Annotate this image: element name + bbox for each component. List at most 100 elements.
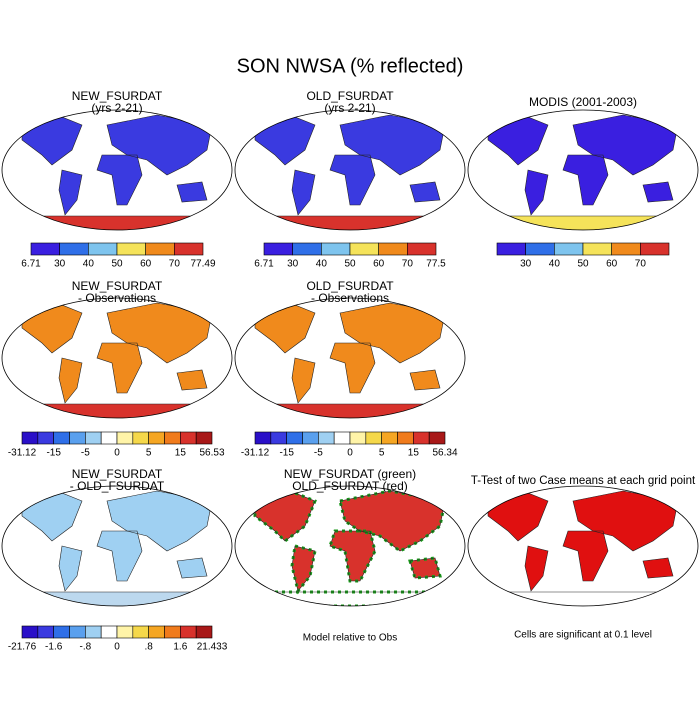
panel-title: (yrs 2-21) — [91, 101, 142, 115]
map-land — [5, 114, 229, 230]
map — [234, 109, 466, 231]
colorbar-box — [85, 625, 102, 639]
colorbar-label: 50 — [111, 259, 123, 270]
colorbar-box — [145, 242, 175, 256]
colorbar-label: 6.71 — [254, 259, 274, 270]
panel-title: MODIS (2001-2003) — [529, 95, 637, 109]
colorbar-label: 30 — [287, 259, 299, 270]
colorbar-label: 40 — [316, 259, 328, 270]
map — [467, 109, 699, 231]
panel-title: (yrs 2-21) — [324, 101, 375, 115]
polar-band — [5, 404, 229, 418]
map-land — [238, 489, 462, 606]
map-land — [238, 302, 462, 418]
colorbar-label: .8 — [144, 642, 153, 653]
colorbar-label: -1.6 — [45, 642, 63, 653]
colorbar-label: -5 — [81, 448, 90, 459]
map-land — [471, 114, 695, 230]
colorbar-label: 15 — [408, 448, 420, 459]
colorbar-box — [254, 431, 272, 445]
map — [234, 485, 466, 607]
colorbar-box — [381, 431, 398, 445]
colorbar-box — [270, 431, 287, 445]
colorbar-box — [263, 242, 293, 256]
colorbar-box — [611, 242, 641, 256]
colorbar-box — [21, 431, 39, 445]
colorbar-box — [365, 431, 382, 445]
panel-title: T-Test of two Case means at each grid po… — [471, 475, 696, 487]
panel-title: OLD_FSURDAT — [306, 279, 394, 293]
map — [1, 109, 233, 231]
colorbar-box — [321, 242, 351, 256]
colorbar-box — [116, 431, 134, 445]
colorbar-label: 5 — [146, 448, 152, 459]
map-border — [467, 485, 699, 607]
panel-title: OLD_FSURDAT — [306, 89, 394, 103]
colorbar-label: 6.71 — [21, 259, 41, 270]
colorbar-label: 40 — [549, 259, 561, 270]
colorbar-label: -21.76 — [8, 642, 37, 653]
polar-band — [238, 404, 462, 418]
panel-title: NEW_FSURDAT (green) — [284, 467, 416, 481]
map — [467, 485, 699, 607]
colorbar-label: 70 — [169, 259, 181, 270]
colorbar-label: 0 — [114, 448, 120, 459]
colorbar-box — [525, 242, 555, 256]
continents — [7, 303, 227, 418]
colorbar-box — [640, 242, 670, 256]
panel-caption: Cells are significant at 0.1 level — [514, 630, 652, 641]
colorbar-box — [53, 431, 70, 445]
colorbar-box — [21, 625, 39, 639]
colorbar-label: 70 — [402, 259, 414, 270]
colorbar-box — [85, 431, 102, 445]
colorbar-label: -15 — [279, 448, 294, 459]
colorbar-box — [148, 431, 165, 445]
panel-title: NEW_FSURDAT — [72, 89, 163, 103]
map-border — [1, 109, 233, 231]
colorbar-box — [53, 625, 70, 639]
colorbar-box — [116, 242, 146, 256]
map-land — [471, 490, 695, 606]
colorbar-box — [496, 242, 526, 256]
colorbar-label: -5 — [314, 448, 323, 459]
map — [1, 485, 233, 607]
continents — [7, 491, 227, 606]
colorbar-label: 70 — [635, 259, 647, 270]
colorbar-label: 0 — [114, 642, 120, 653]
map-border — [467, 109, 699, 231]
colorbar-box — [69, 625, 86, 639]
colorbar-box — [100, 625, 118, 639]
continents — [473, 491, 693, 606]
colorbar-label: -.8 — [79, 642, 91, 653]
colorbar-label: 30 — [54, 259, 66, 270]
colorbar-label: -31.12 — [8, 448, 37, 459]
colorbar-box — [195, 625, 213, 639]
colorbar-box — [349, 242, 379, 256]
continents — [240, 491, 460, 606]
colorbar-box — [37, 431, 54, 445]
colorbar-label: 30 — [520, 259, 532, 270]
colorbar-box — [148, 625, 165, 639]
map — [1, 297, 233, 419]
polar-band — [5, 216, 229, 230]
panel-caption: Model relative to Obs — [303, 633, 398, 644]
colorbar-label: 60 — [373, 259, 385, 270]
polar-band — [238, 216, 462, 230]
colorbar-label: 56.53 — [199, 448, 224, 459]
colorbar-label: 60 — [140, 259, 152, 270]
colorbar-box — [318, 431, 335, 445]
map-border — [234, 485, 466, 607]
colorbar-box — [195, 431, 213, 445]
colorbar-box — [116, 625, 134, 639]
colorbar-box — [292, 242, 322, 256]
colorbar-label: 1.6 — [173, 642, 187, 653]
colorbar-box — [132, 431, 149, 445]
map-land — [5, 490, 229, 606]
colorbar-box — [378, 242, 408, 256]
colorbar-label: 56.34 — [432, 448, 457, 459]
colorbar-label: 77.5 — [426, 259, 446, 270]
map-land — [5, 302, 229, 418]
continents — [240, 303, 460, 418]
polar-band — [5, 592, 229, 606]
